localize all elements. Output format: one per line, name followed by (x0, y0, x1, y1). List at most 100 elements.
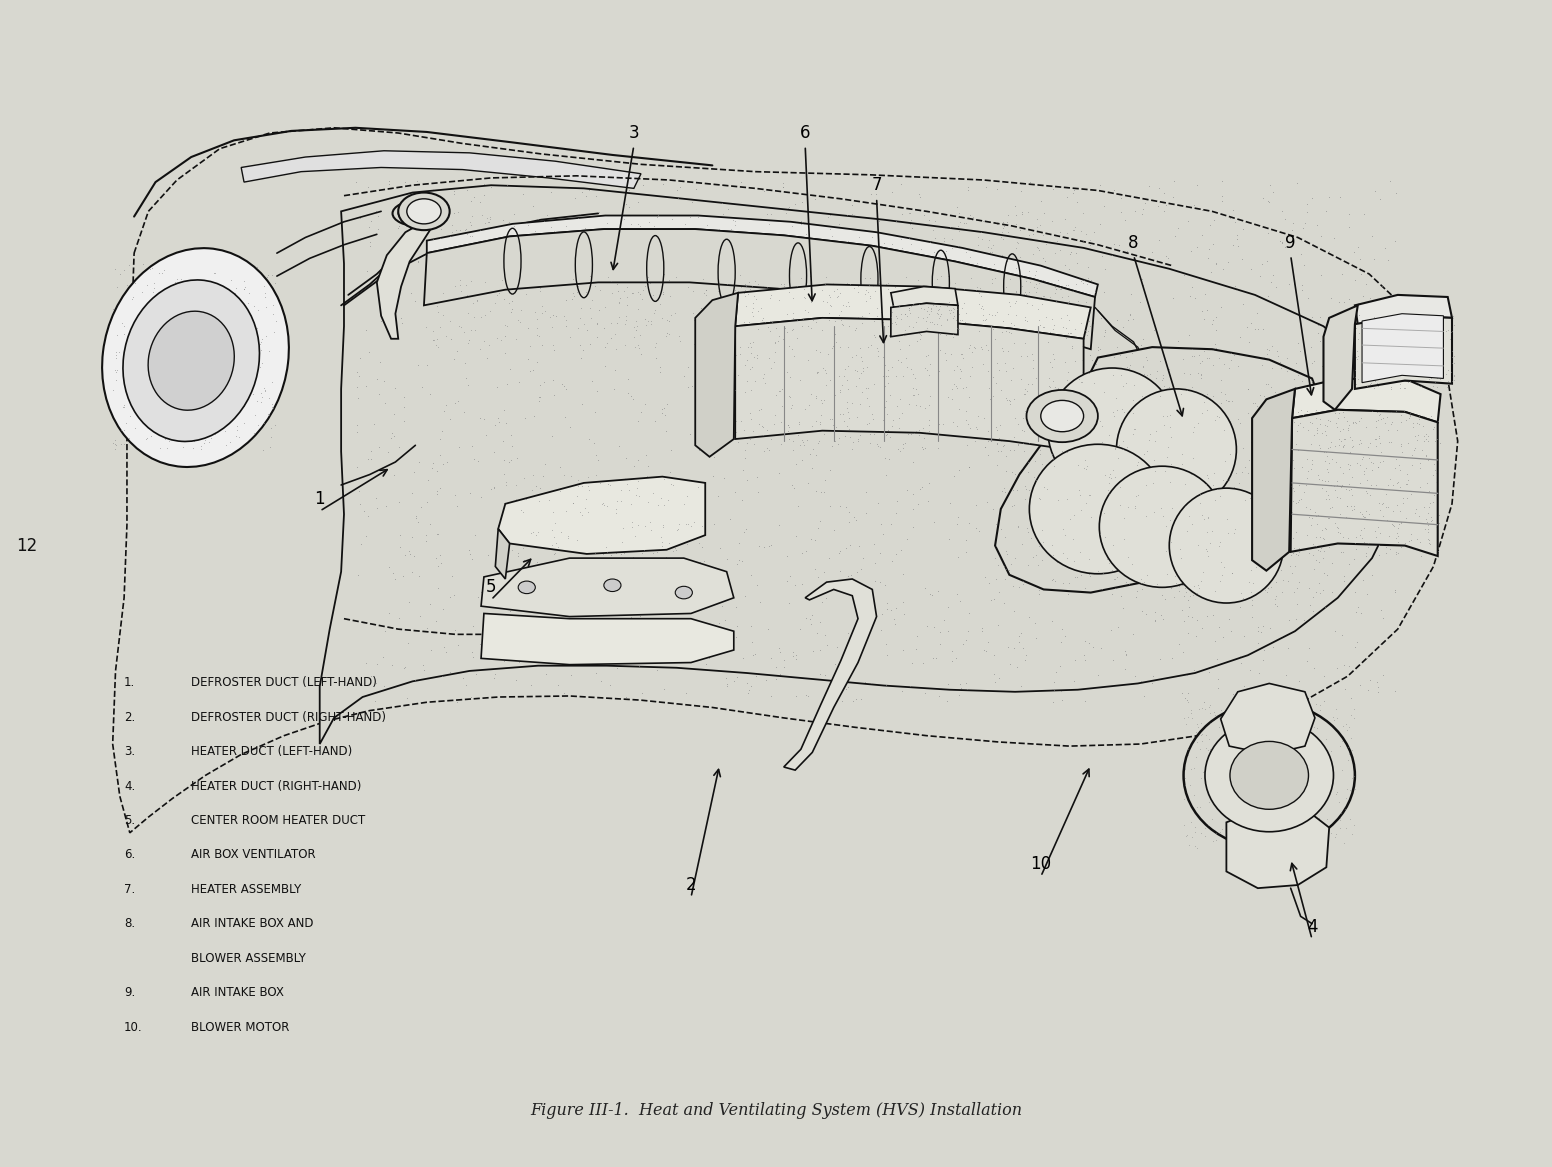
Point (795, 237, 819, 256)
Point (920, 649, 945, 668)
Point (826, 544, 850, 562)
Point (737, 273, 762, 292)
Point (1116, 547, 1141, 566)
Point (1135, 459, 1159, 477)
Point (937, 389, 962, 407)
Point (863, 281, 888, 300)
Point (1124, 459, 1148, 477)
Point (796, 350, 821, 369)
Point (1274, 719, 1299, 738)
Point (995, 391, 1020, 410)
Point (200, 408, 225, 427)
Point (407, 567, 431, 586)
Point (525, 352, 549, 371)
Point (1310, 478, 1335, 497)
Point (911, 440, 936, 459)
Point (954, 333, 979, 351)
Point (764, 670, 788, 689)
Point (1209, 172, 1234, 190)
Point (751, 365, 776, 384)
Point (528, 387, 553, 406)
Point (391, 659, 416, 678)
Point (896, 313, 920, 331)
Point (868, 277, 892, 295)
Point (844, 376, 869, 394)
Point (1389, 436, 1414, 455)
Point (1307, 389, 1332, 407)
Point (1228, 647, 1252, 665)
Point (1069, 373, 1094, 392)
Point (490, 228, 515, 246)
Point (1394, 317, 1419, 336)
Point (1232, 547, 1257, 566)
Point (121, 368, 146, 386)
Point (956, 387, 981, 406)
Point (774, 572, 799, 591)
Point (1204, 512, 1229, 531)
Point (1105, 560, 1130, 579)
Point (1370, 277, 1395, 295)
Point (492, 464, 517, 483)
Point (829, 302, 854, 321)
Point (753, 182, 778, 201)
Point (880, 235, 905, 253)
Point (1344, 343, 1369, 362)
Point (1207, 718, 1232, 736)
Point (428, 219, 453, 238)
Point (1190, 389, 1215, 407)
Point (1181, 418, 1206, 436)
Point (570, 229, 594, 247)
Point (1006, 516, 1031, 534)
Point (1395, 464, 1420, 483)
Point (1125, 422, 1150, 441)
Point (1387, 320, 1412, 338)
Point (154, 288, 178, 307)
Point (386, 438, 411, 456)
Point (1361, 340, 1386, 358)
Point (913, 261, 937, 280)
Point (1077, 485, 1102, 504)
Point (1161, 420, 1186, 439)
Point (1031, 391, 1055, 410)
Point (1121, 404, 1145, 422)
Point (847, 369, 872, 387)
Point (1243, 393, 1268, 412)
Point (1432, 364, 1457, 383)
Point (1271, 511, 1296, 530)
Point (774, 228, 799, 246)
Point (633, 446, 658, 464)
Point (627, 263, 652, 281)
Point (1333, 508, 1358, 526)
Point (736, 313, 760, 331)
Point (892, 312, 917, 330)
Point (1156, 347, 1181, 365)
Point (157, 362, 182, 380)
Point (979, 306, 1004, 324)
Point (784, 455, 809, 474)
Point (1138, 473, 1162, 491)
Point (1293, 825, 1318, 844)
Point (678, 208, 703, 226)
Point (1015, 294, 1040, 313)
Point (1152, 184, 1176, 203)
Point (525, 246, 549, 265)
Point (906, 293, 931, 312)
Point (1265, 499, 1290, 518)
Point (1301, 588, 1325, 607)
Point (1293, 476, 1318, 495)
Point (1367, 190, 1392, 209)
Point (1203, 490, 1228, 509)
Point (1004, 481, 1029, 499)
Point (928, 329, 953, 348)
Point (163, 350, 188, 369)
Point (967, 279, 992, 298)
Point (540, 520, 565, 539)
Point (1315, 417, 1339, 435)
Point (1387, 537, 1412, 555)
Point (1352, 461, 1377, 480)
Point (908, 256, 933, 274)
Point (899, 314, 923, 333)
Point (760, 274, 785, 293)
Point (1024, 210, 1049, 229)
Point (846, 537, 871, 555)
